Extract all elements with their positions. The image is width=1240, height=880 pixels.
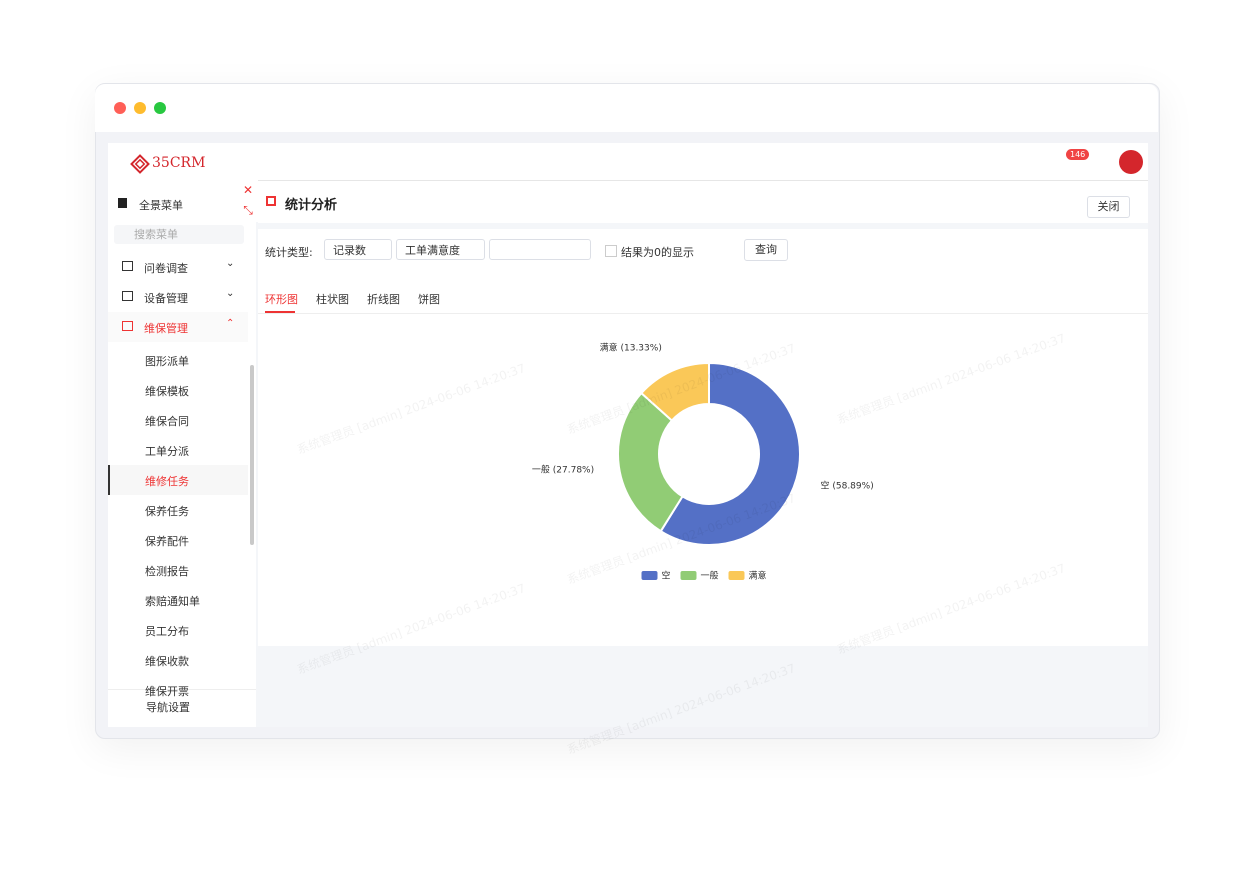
data-label: 满意 (13.33%) — [600, 342, 662, 354]
panel-title: 统计分析 — [285, 198, 338, 213]
maximize-dot[interactable] — [154, 102, 166, 114]
chart-tab[interactable]: 折线图 — [367, 293, 400, 306]
query-button[interactable]: 查询 — [744, 239, 788, 261]
avatar[interactable] — [1119, 150, 1143, 174]
tab-divider — [258, 313, 1148, 314]
menu-item[interactable]: 员工分布 — [145, 625, 189, 638]
menu-item[interactable]: 维保模板 — [145, 385, 189, 398]
menu-group-bg — [108, 312, 248, 342]
menu-group-icon — [122, 291, 133, 301]
menu-group[interactable]: 设备管理 — [144, 292, 188, 305]
menu-item[interactable]: 保养配件 — [145, 535, 189, 548]
title-bar — [95, 84, 1158, 132]
menu-group[interactable]: 问卷调查 — [144, 262, 188, 275]
menu-item[interactable]: 检测报告 — [145, 565, 189, 578]
select[interactable] — [489, 239, 591, 260]
close-dot[interactable] — [114, 102, 126, 114]
menu-group[interactable]: 维保管理 — [144, 322, 188, 335]
all-menu[interactable]: 全景菜单 — [139, 199, 183, 212]
legend-swatch — [680, 571, 697, 580]
menu-search[interactable]: 搜索菜单 — [114, 225, 244, 244]
tab-underline — [265, 311, 295, 313]
menu-item[interactable]: 维修任务 — [145, 475, 189, 488]
scrollbar[interactable] — [250, 365, 254, 545]
minimize-dot[interactable] — [134, 102, 146, 114]
checkbox-label: 结果为0的显示 — [621, 246, 694, 259]
chevron: ⌄ — [226, 288, 235, 299]
menu-item[interactable]: 维保合同 — [145, 415, 189, 428]
nav-settings[interactable]: 导航设置 — [146, 701, 190, 714]
legend-label: 满意 — [749, 570, 767, 582]
close-button[interactable]: 关闭 — [1087, 196, 1130, 218]
sidebar-footer — [108, 689, 256, 722]
active-bg — [108, 465, 248, 495]
data-label: 空 (58.89%) — [821, 479, 874, 491]
legend-label: 空 — [662, 570, 671, 582]
legend-swatch — [728, 571, 745, 580]
chart-tab[interactable]: 柱状图 — [316, 293, 349, 306]
divider — [258, 223, 1148, 229]
menu-item[interactable]: 索赔通知单 — [145, 595, 200, 608]
menu-item[interactable]: 工单分派 — [145, 445, 189, 458]
menu-group-icon — [122, 321, 133, 331]
legend-swatch — [641, 571, 658, 580]
chart-tab[interactable]: 饼图 — [418, 293, 440, 306]
menu-item[interactable]: 维保收款 — [145, 655, 189, 668]
logo-text: 35CRM — [152, 155, 206, 171]
chevron: ⌃ — [226, 318, 235, 329]
chevron: ⌄ — [226, 258, 235, 269]
logo-icon — [130, 154, 150, 174]
menu-item[interactable]: 维保开票 — [145, 685, 189, 698]
select[interactable]: 记录数 — [324, 239, 392, 260]
search-placeholder: 搜索菜单 — [134, 228, 178, 241]
donut-segment — [617, 392, 684, 533]
checkbox[interactable] — [605, 245, 617, 257]
tab-tools[interactable]: ✕ ⤡ — [238, 180, 258, 222]
notification-badge[interactable]: 146 — [1066, 149, 1090, 160]
data-label: 一般 (27.78%) — [532, 464, 594, 476]
menu-item[interactable]: 保养任务 — [145, 505, 189, 518]
menu-item[interactable]: 图形派单 — [145, 355, 189, 368]
title-icon — [266, 196, 276, 206]
donut-segment — [640, 362, 710, 422]
select[interactable]: 工单满意度 — [396, 239, 485, 260]
legend-label: 一般 — [701, 570, 719, 582]
chart-tab[interactable]: 环形图 — [265, 293, 298, 306]
menu-icon — [118, 198, 127, 208]
active-bar — [108, 465, 110, 495]
filter-label: 统计类型: — [265, 246, 313, 259]
menu-group-icon — [122, 261, 133, 271]
donut-segment — [659, 362, 801, 546]
top-header — [108, 143, 1148, 180]
sidebar — [108, 180, 256, 727]
